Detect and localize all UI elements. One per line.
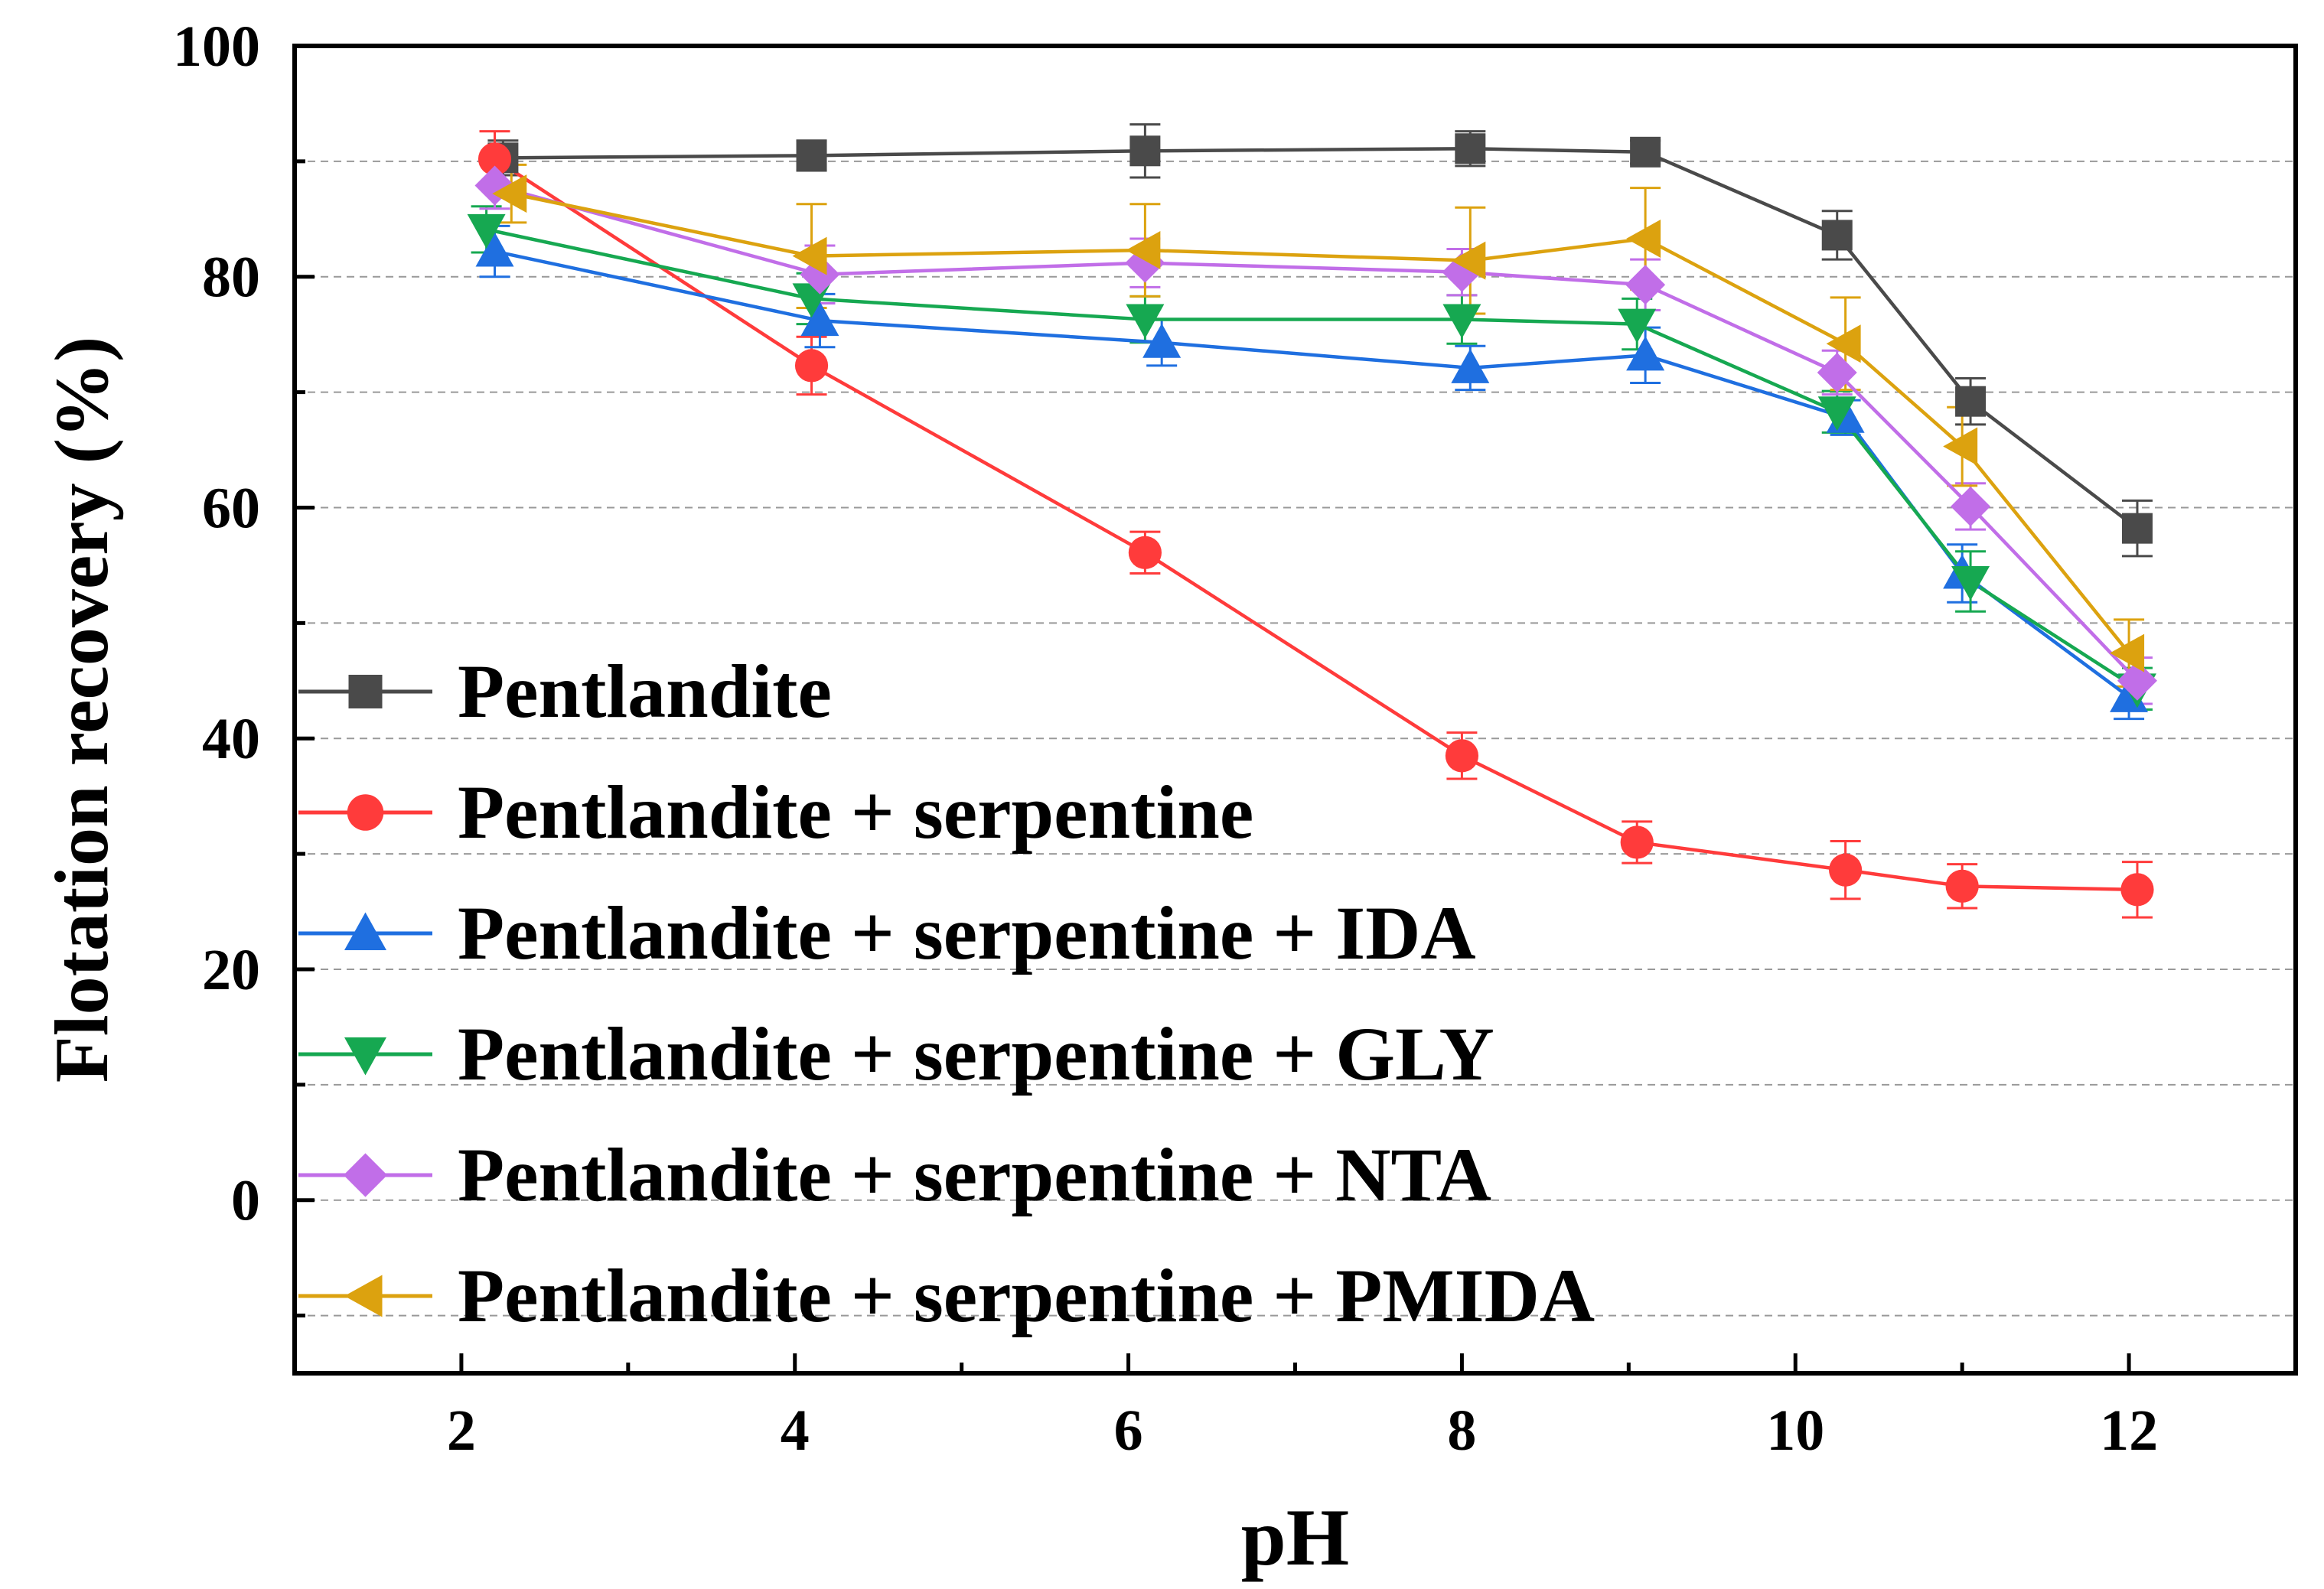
legend-marker — [343, 1153, 388, 1197]
data-point — [478, 142, 512, 176]
data-point — [1126, 304, 1165, 339]
legend-marker — [344, 1037, 386, 1076]
series-line — [503, 147, 2139, 530]
data-point — [1817, 352, 1857, 392]
data-point — [2121, 513, 2153, 544]
data-point — [1630, 136, 1661, 168]
y-tick-label: 60 — [202, 476, 260, 540]
legend-label: Pentlandite — [458, 649, 832, 734]
x-tick-label: 4 — [781, 1399, 810, 1463]
data-point — [1626, 336, 1665, 371]
x-tick-label: 12 — [2100, 1399, 2158, 1463]
legend-label: Pentlandite + serpentine + NTA — [458, 1132, 1491, 1217]
series-lines — [486, 147, 2139, 892]
data-point — [2120, 873, 2154, 907]
data-point — [792, 236, 827, 275]
x-tick-label: 8 — [1447, 1399, 1476, 1463]
series-markers — [467, 133, 2157, 907]
legend: Pentlandite Pentlandite + serpentine Pentl… — [298, 649, 1595, 1338]
data-point — [1826, 324, 1861, 363]
data-point — [1128, 536, 1162, 569]
data-point — [1142, 323, 1182, 358]
data-point — [2110, 633, 2145, 672]
x-tick-label: 6 — [1114, 1399, 1143, 1463]
data-point — [474, 165, 515, 206]
data-point — [794, 349, 829, 383]
data-point — [1945, 869, 1979, 903]
data-point — [2117, 660, 2157, 701]
legend-label: Pentlandite + serpentine + PMIDA — [458, 1253, 1595, 1338]
data-point — [1129, 135, 1161, 167]
data-point — [1620, 825, 1654, 859]
data-point — [1829, 853, 1863, 887]
series-line — [494, 184, 2139, 682]
y-tick-label: 100 — [173, 15, 260, 79]
data-point — [1618, 308, 1657, 344]
y-tick-label: 0 — [231, 1169, 260, 1233]
data-point — [1455, 133, 1486, 164]
legend-marker — [344, 912, 386, 950]
y-tick-label: 40 — [202, 707, 260, 771]
series-line — [494, 157, 2138, 892]
legend-label: Pentlandite + serpentine + IDA — [458, 891, 1476, 975]
legend-label: Pentlandite + serpentine + GLY — [458, 1011, 1494, 1096]
data-point — [1626, 219, 1661, 258]
y-tick-label: 80 — [202, 246, 260, 310]
legend-label: Pentlandite + serpentine — [458, 770, 1253, 855]
y-tick-label: 20 — [202, 938, 260, 1002]
data-point — [1442, 304, 1481, 339]
data-point — [1445, 739, 1479, 773]
axes: 2 4 6 8 10 12 0 20 40 60 80 100 — [173, 15, 2298, 1463]
data-point — [1951, 566, 1990, 601]
x-tick-label: 10 — [1766, 1399, 1824, 1463]
legend-marker — [344, 1275, 383, 1317]
y-axis-label: Flotation recovery (%) — [39, 337, 124, 1083]
data-point — [1625, 265, 1666, 305]
data-point — [796, 140, 827, 171]
data-point — [1955, 386, 1987, 417]
series-line — [510, 191, 2130, 654]
data-point — [1821, 220, 1853, 251]
data-point — [1817, 396, 1856, 431]
data-point — [800, 301, 839, 337]
data-point — [1943, 427, 1978, 466]
data-point — [475, 232, 514, 267]
data-point — [1451, 241, 1486, 280]
data-point — [1951, 486, 1991, 526]
legend-marker — [348, 675, 383, 708]
data-point — [1451, 348, 1490, 383]
data-point — [492, 174, 527, 213]
x-axis-label: pH — [1241, 1493, 1349, 1582]
legend-marker — [347, 794, 384, 831]
data-point — [1126, 231, 1161, 270]
series-line — [486, 227, 2139, 691]
x-tick-label: 2 — [447, 1399, 476, 1463]
data-point — [467, 213, 506, 249]
